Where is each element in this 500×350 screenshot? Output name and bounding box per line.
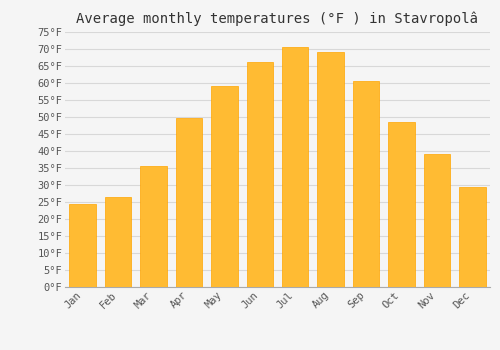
Title: Average monthly temperatures (°F ) in Stavropolâ: Average monthly temperatures (°F ) in St… — [76, 12, 478, 26]
Bar — [211, 86, 238, 287]
Bar — [105, 197, 132, 287]
Bar — [424, 154, 450, 287]
Bar — [246, 62, 273, 287]
Bar — [353, 81, 380, 287]
Bar — [318, 52, 344, 287]
Bar — [459, 187, 485, 287]
Bar — [176, 118, 202, 287]
Bar — [140, 166, 167, 287]
Bar — [70, 204, 96, 287]
Bar — [388, 122, 414, 287]
Bar — [282, 47, 308, 287]
